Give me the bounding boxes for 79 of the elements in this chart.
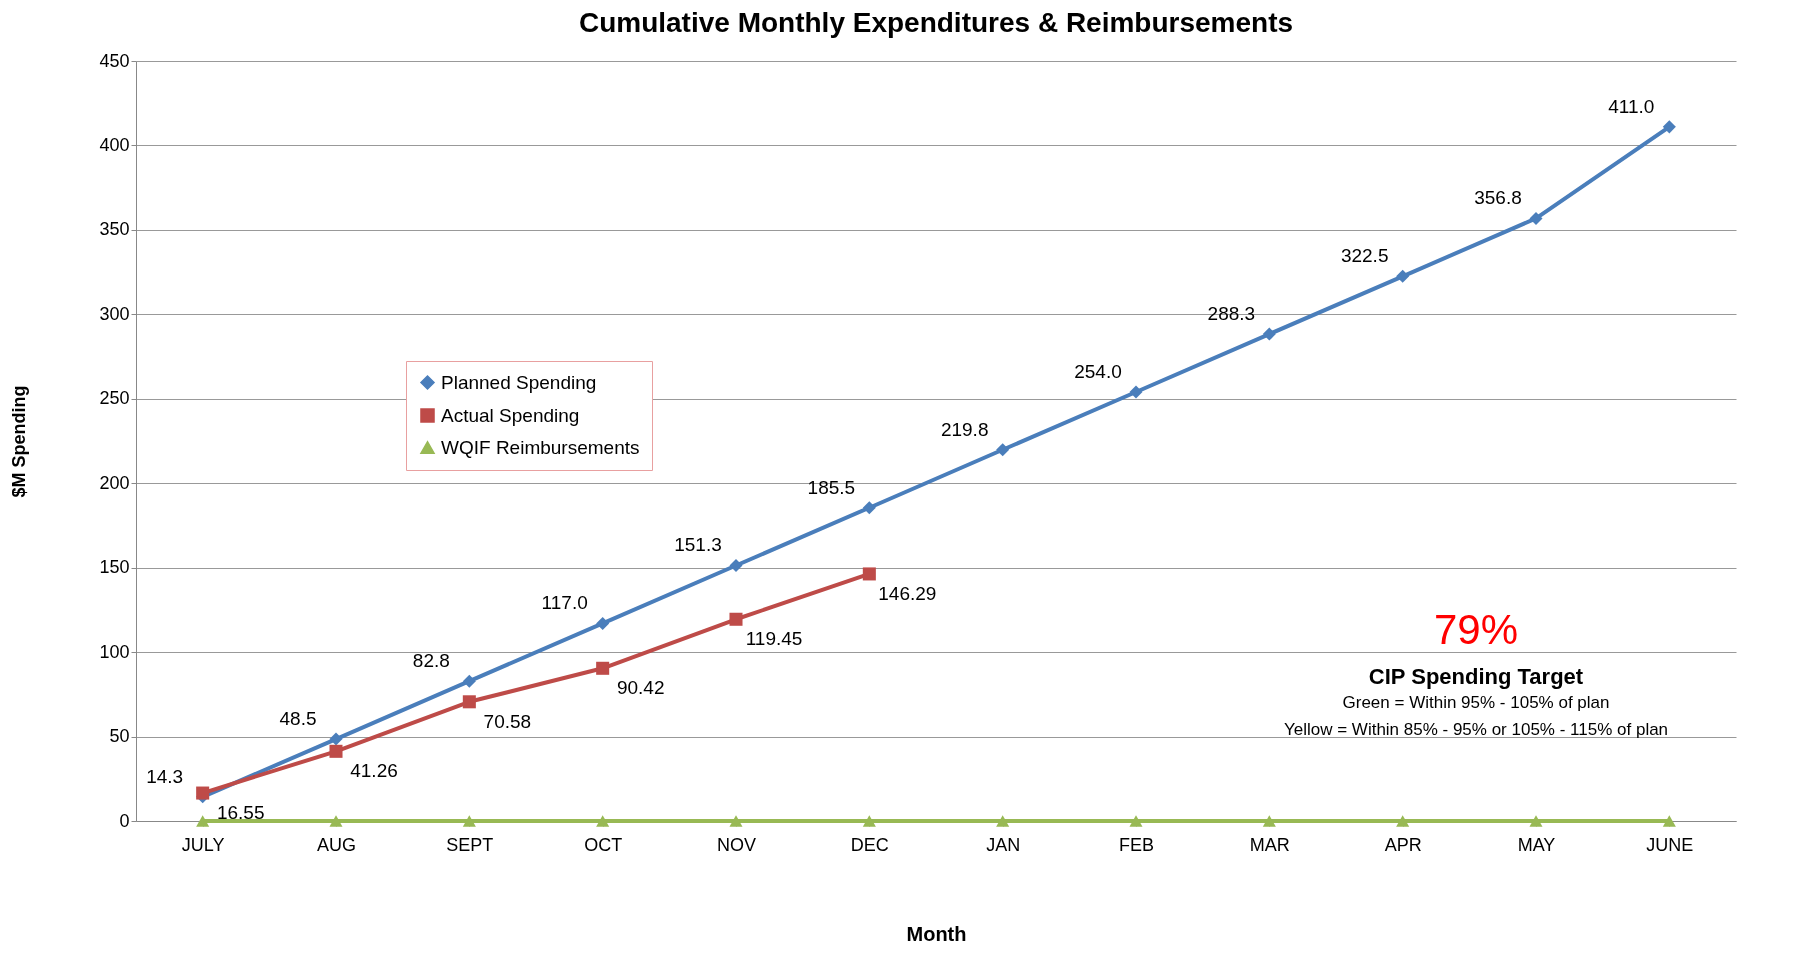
y-tick-label: 0: [119, 810, 130, 831]
x-tick-label: APR: [1384, 834, 1422, 855]
x-tick-label: OCT: [584, 834, 623, 855]
data-label: 146.29: [878, 582, 937, 604]
legend-label: Actual Spending: [441, 404, 580, 426]
point: [996, 815, 1010, 827]
point: [462, 695, 476, 709]
data-label: 151.3: [674, 534, 722, 556]
point: [596, 616, 610, 630]
point: [729, 558, 743, 572]
x-tick-label: JAN: [986, 834, 1021, 855]
point: [862, 815, 876, 827]
point: [862, 501, 876, 515]
annotation: 79%: [1433, 606, 1519, 653]
data-label: 82.8: [412, 650, 450, 672]
y-tick-label: 450: [99, 50, 130, 71]
data-label: 48.5: [279, 708, 317, 730]
point: [196, 786, 210, 800]
point: [462, 815, 476, 827]
point: [729, 815, 743, 827]
x-tick-label: AUG: [316, 834, 357, 855]
point: [1262, 815, 1276, 827]
point: [462, 674, 476, 688]
point: [329, 744, 343, 758]
point: [729, 612, 743, 626]
data-label: 219.8: [940, 418, 989, 440]
x-tick-label: MAR: [1249, 834, 1290, 855]
data-label: 16.55: [216, 802, 265, 824]
y-tick-label: 50: [109, 726, 130, 747]
point: [1529, 211, 1543, 225]
point: [596, 661, 610, 675]
x-tick-label: DEC: [850, 834, 889, 855]
data-label: 254.0: [1074, 361, 1122, 383]
y-tick-label: 200: [99, 472, 130, 493]
point: [862, 567, 876, 581]
x-tick-label: MAY: [1517, 834, 1556, 855]
point: [1662, 120, 1676, 134]
x-tick-label: SEPT: [446, 834, 494, 855]
point: [1396, 269, 1410, 283]
data-label: 90.42: [616, 677, 665, 699]
annotation: Yellow = Within 85% - 95% or 105% - 115% of plan: [1283, 719, 1669, 739]
y-tick-label: 350: [99, 219, 130, 240]
point: [1129, 385, 1143, 399]
data-label: 70.58: [483, 710, 532, 732]
data-label: 14.3: [146, 765, 184, 787]
y-tick-label: 150: [99, 557, 130, 578]
data-label: 117.0: [541, 592, 588, 614]
legend-label: Planned Spending: [441, 371, 597, 393]
x-axis-title: Month: [906, 922, 967, 945]
point: [996, 443, 1010, 457]
data-label: 322.5: [1340, 245, 1389, 267]
y-tick-label: 250: [99, 388, 130, 409]
data-label: 41.26: [350, 760, 398, 782]
x-tick-label: FEB: [1118, 834, 1155, 855]
point: [329, 732, 343, 746]
point: [596, 815, 610, 827]
x-tick-label: JUNE: [1646, 834, 1694, 855]
y-tick-label: 300: [99, 303, 130, 324]
point: [1662, 815, 1676, 827]
data-label: 411.0: [1608, 95, 1655, 117]
point: [1262, 327, 1276, 341]
data-label: 356.8: [1474, 187, 1522, 209]
legend-label: WQIF Reimbursements: [441, 436, 640, 458]
point: [196, 815, 210, 827]
data-label: 185.5: [807, 476, 856, 498]
x-tick-label: JULY: [181, 834, 225, 855]
annotation: CIP Spending Target: [1368, 663, 1584, 689]
data-label: 119.45: [745, 628, 803, 650]
y-tick-label: 400: [99, 134, 130, 155]
chart-title: Cumulative Monthly Expenditures & Reimbursements: [578, 7, 1294, 38]
point: [329, 815, 343, 827]
data-label: 288.3: [1207, 303, 1256, 325]
point: [1529, 815, 1543, 827]
annotation: Green = Within 95% - 105% of plan: [1342, 693, 1610, 713]
point: [1396, 815, 1410, 827]
x-tick-label: NOV: [716, 834, 757, 855]
point: [1129, 815, 1143, 827]
y-tick-label: 100: [99, 641, 130, 662]
y-axis-title: $M Spending: [9, 385, 30, 498]
